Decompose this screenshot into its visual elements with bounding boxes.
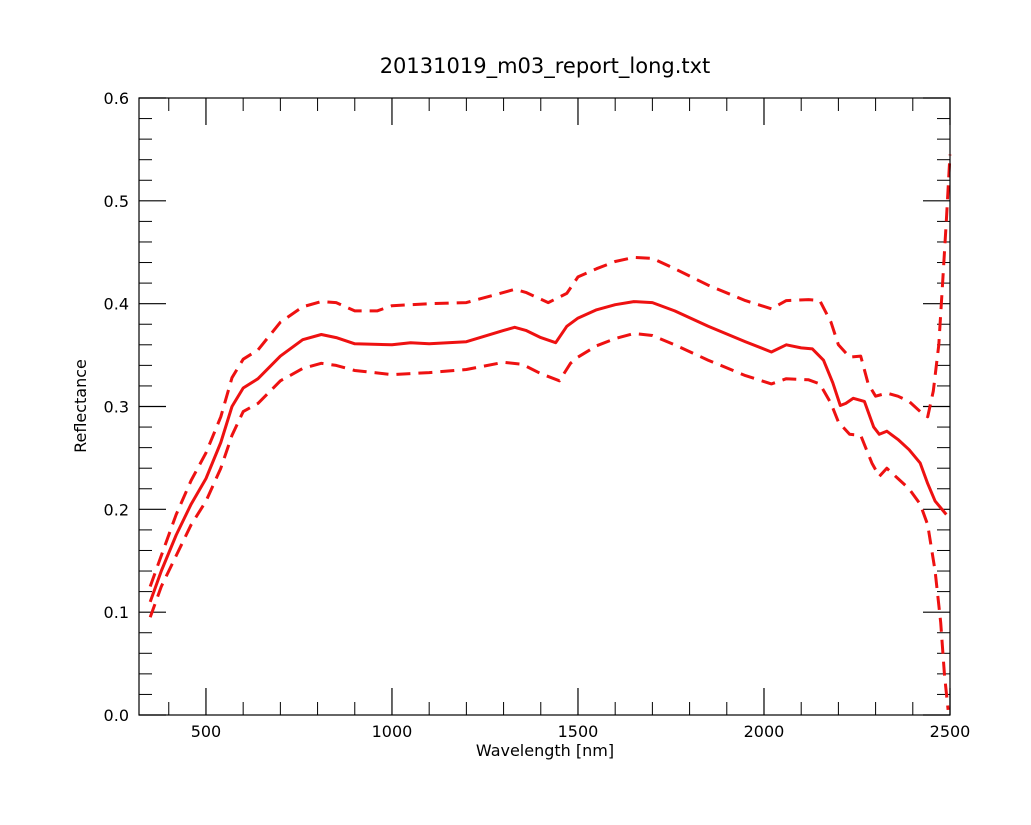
upper-bound-line [148,154,952,588]
y-tick-label: 0.0 [104,706,129,725]
y-tick-label: 0.2 [104,500,129,519]
chart-title: 20131019_m03_report_long.txt [380,54,711,79]
y-tick-label: 0.5 [104,192,129,211]
x-tick-label: 2500 [930,722,971,741]
y-tick-label: 0.1 [104,603,129,622]
y-tick-label: 0.3 [104,398,129,417]
axis-ticks [139,97,951,716]
plot-frame [138,97,951,716]
x-tick-label: 1000 [372,722,413,741]
x-tick-label: 500 [191,722,222,741]
x-tick-label: 1500 [558,722,599,741]
data-series [148,154,952,711]
mean-spectrum-line [148,300,948,603]
y-tick-label: 0.6 [104,89,129,108]
y-axis-title: Reflectance [71,359,90,453]
axis-tick-labels: 500 1000 1500 2000 2500 0.0 0.1 0.2 0.3 0.4 0.5 0.6 [104,89,971,741]
y-tick-label: 0.4 [104,295,129,314]
lower-bound-line [148,332,950,711]
x-tick-label: 2000 [744,722,785,741]
x-axis-title: Wavelength [nm] [476,741,614,760]
